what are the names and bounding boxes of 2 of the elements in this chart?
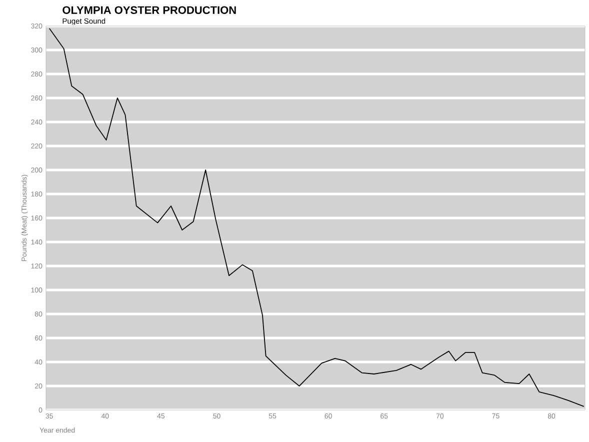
chart-title: OLYMPIA OYSTER PRODUCTION	[62, 6, 236, 14]
line-series	[48, 28, 584, 407]
